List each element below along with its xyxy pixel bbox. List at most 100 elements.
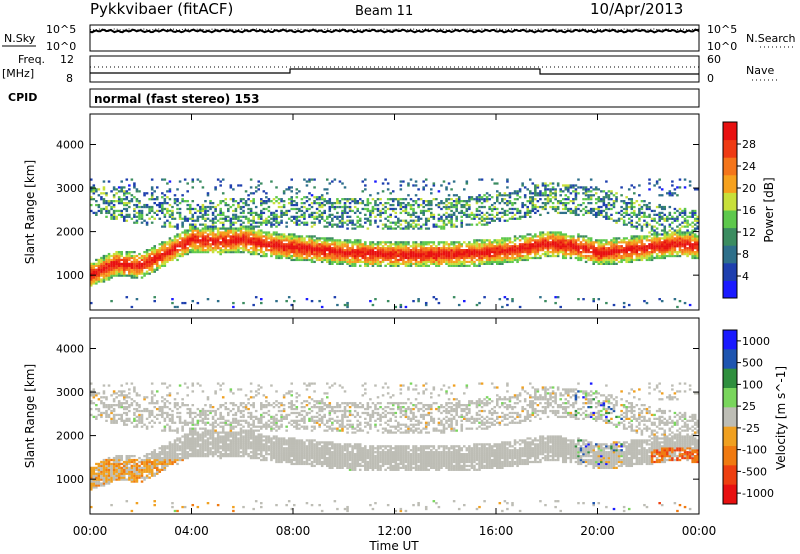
power-cell xyxy=(117,190,121,193)
power-cell xyxy=(666,243,669,246)
power-cell xyxy=(627,252,631,256)
power-cell xyxy=(610,249,613,252)
power-cell xyxy=(488,217,491,220)
power-cell xyxy=(244,229,248,232)
power-cell xyxy=(622,305,626,309)
power-cell xyxy=(282,211,286,215)
power-cell xyxy=(201,215,205,218)
power-cell xyxy=(460,203,464,207)
power-cell xyxy=(163,225,167,228)
power-cell xyxy=(381,245,385,248)
power-cell xyxy=(227,203,230,207)
power-cell xyxy=(627,254,631,258)
power-cell xyxy=(374,258,377,262)
power-cell xyxy=(178,180,182,183)
power-cell xyxy=(216,241,220,244)
power-cell xyxy=(572,200,575,203)
power-cell xyxy=(409,178,413,181)
power-cell xyxy=(648,223,651,226)
power-cell xyxy=(244,245,248,248)
power-cell xyxy=(691,235,694,238)
power-cell xyxy=(556,252,560,256)
power-cell xyxy=(442,221,446,224)
power-cell xyxy=(676,215,679,218)
power-cell xyxy=(506,303,509,307)
power-cell xyxy=(404,264,408,267)
power-cell xyxy=(376,264,380,267)
power-cell xyxy=(135,266,139,269)
power-cell xyxy=(176,254,179,258)
power-cell xyxy=(252,211,255,215)
power-cell xyxy=(320,194,324,197)
power-cell xyxy=(465,245,469,248)
power-cell xyxy=(188,229,192,232)
power-cell xyxy=(117,200,121,203)
power-cell xyxy=(572,184,575,187)
power-cell xyxy=(506,249,509,252)
power-cell xyxy=(277,254,281,258)
power-cell xyxy=(445,249,448,252)
power-cell xyxy=(333,245,337,248)
power-cell xyxy=(280,247,283,250)
power-cell xyxy=(473,264,476,267)
power-cell xyxy=(178,243,182,246)
power-cell xyxy=(285,221,288,224)
power-cell xyxy=(287,252,291,256)
cpid-panel-frame xyxy=(89,88,700,108)
power-cell xyxy=(523,254,527,258)
power-cell xyxy=(607,249,611,252)
power-cell xyxy=(300,221,304,224)
power-cell xyxy=(688,249,692,252)
power-cell xyxy=(384,243,387,246)
power-cell xyxy=(683,225,687,228)
power-cell xyxy=(693,229,697,232)
power-cell xyxy=(186,229,189,232)
power-cell xyxy=(638,207,641,211)
power-cell xyxy=(422,180,425,183)
power-cell xyxy=(188,241,192,244)
power-cell xyxy=(645,239,649,242)
power-cell xyxy=(338,225,342,228)
power-cell xyxy=(115,250,118,254)
velocity-cell xyxy=(102,470,106,473)
power-cell xyxy=(605,203,608,207)
power-cell xyxy=(298,219,301,222)
power-cell xyxy=(183,237,187,240)
power-cell xyxy=(379,250,382,254)
power-cell xyxy=(506,256,509,260)
power-cell xyxy=(150,250,154,254)
power-cell xyxy=(328,247,332,250)
power-cell xyxy=(625,245,628,248)
power-cell xyxy=(615,198,618,201)
power-cell xyxy=(528,211,532,215)
power-cell xyxy=(389,203,392,207)
power-cell xyxy=(455,200,458,203)
power-cell xyxy=(564,188,568,191)
power-cell xyxy=(546,243,550,246)
power-cell xyxy=(447,260,451,264)
power-cell xyxy=(597,241,601,244)
power-cell xyxy=(470,211,474,215)
power-cell xyxy=(445,260,448,264)
velocity-cell xyxy=(95,472,98,475)
power-cell xyxy=(668,190,672,193)
power-cell xyxy=(503,239,507,242)
power-cell xyxy=(384,241,387,244)
power-cell xyxy=(310,299,314,303)
power-cell xyxy=(455,241,458,244)
power-cell xyxy=(457,198,461,201)
power-cell xyxy=(201,227,205,230)
power-cell xyxy=(275,250,278,254)
power-cell xyxy=(313,247,316,250)
power-cell xyxy=(381,190,385,193)
power-cell xyxy=(186,182,189,185)
power-cell xyxy=(102,262,106,265)
power-cell xyxy=(681,245,684,248)
power-cell xyxy=(643,299,646,303)
power-cell xyxy=(358,211,362,215)
power-cell xyxy=(478,198,481,201)
power-cell xyxy=(549,192,552,195)
power-cell xyxy=(460,262,464,265)
power-cell xyxy=(473,256,476,260)
power-cell xyxy=(572,239,575,242)
